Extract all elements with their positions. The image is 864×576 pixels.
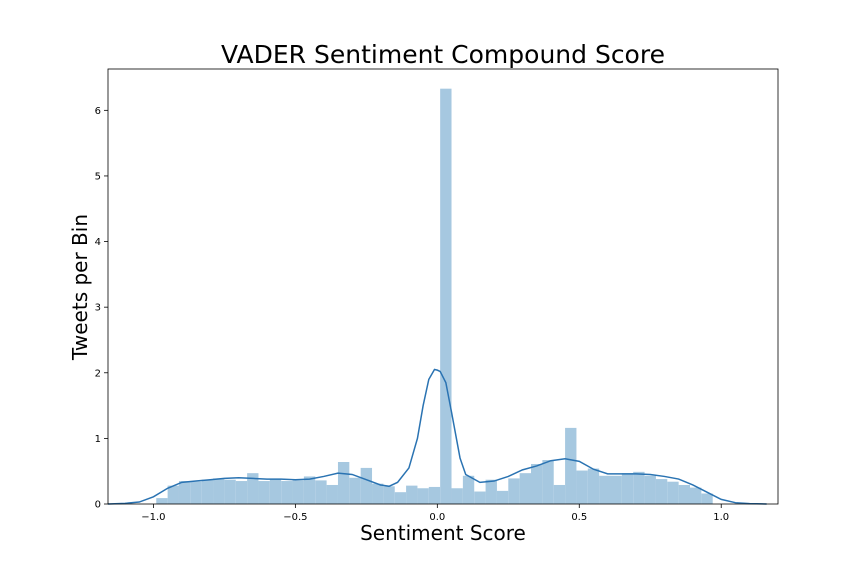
histogram-bar bbox=[190, 481, 202, 504]
histogram-bar bbox=[303, 476, 316, 504]
histogram-bar bbox=[417, 488, 429, 504]
y-axis-ticks: 0 1 2 3 4 5 6 bbox=[95, 106, 108, 511]
x-axis-label: Sentiment Score bbox=[360, 521, 526, 545]
y-tick-label: 2 bbox=[95, 368, 101, 379]
y-tick-label: 1 bbox=[95, 434, 101, 445]
x-tick-label: 0.0 bbox=[429, 512, 445, 523]
histogram-bar bbox=[213, 478, 225, 504]
kde-curve bbox=[107, 368, 767, 505]
y-tick-label: 4 bbox=[95, 237, 101, 248]
histogram-bar bbox=[167, 485, 179, 504]
histogram-bar bbox=[394, 492, 407, 504]
plot-frame bbox=[107, 68, 779, 505]
histogram-bar bbox=[621, 473, 634, 504]
histogram-bar bbox=[542, 460, 554, 504]
histogram-bar bbox=[156, 498, 168, 504]
histogram-bar bbox=[235, 481, 248, 504]
histogram-bar bbox=[383, 486, 395, 504]
x-tick-label: −0.5 bbox=[283, 512, 307, 523]
histogram-bar bbox=[655, 479, 668, 504]
histogram-bar bbox=[440, 88, 452, 505]
histogram-bar bbox=[644, 475, 656, 504]
y-tick-label: 6 bbox=[95, 106, 101, 117]
histogram-bar bbox=[462, 475, 475, 504]
x-tick-label: 0.5 bbox=[571, 512, 587, 523]
histogram-bar bbox=[474, 491, 486, 504]
y-tick-label: 0 bbox=[95, 500, 101, 511]
histogram-bar bbox=[599, 475, 611, 504]
histogram-bar bbox=[258, 481, 270, 504]
histogram-bar bbox=[531, 463, 543, 504]
histogram-bar bbox=[701, 493, 713, 504]
histogram-bar bbox=[496, 490, 509, 504]
histogram-bar bbox=[178, 481, 191, 504]
histogram-bar bbox=[349, 477, 361, 504]
histogram-bar bbox=[587, 468, 600, 504]
histogram-bar bbox=[281, 481, 293, 504]
histogram-bar bbox=[360, 467, 373, 504]
histogram-bar bbox=[428, 486, 441, 504]
histogram-bar bbox=[269, 479, 282, 504]
histogram-bars bbox=[156, 88, 713, 505]
histogram-bar bbox=[247, 473, 259, 504]
histogram-bar bbox=[689, 487, 702, 504]
histogram-bar bbox=[406, 485, 418, 504]
x-axis-ticks: −1.0 −0.5 0.0 0.5 1.0 bbox=[141, 504, 729, 523]
histogram-bar bbox=[633, 471, 645, 504]
histogram-bar bbox=[337, 462, 350, 504]
histogram-bar bbox=[315, 480, 327, 504]
x-tick-label: −1.0 bbox=[141, 512, 165, 523]
histogram-bar bbox=[485, 479, 497, 504]
histogram-bar bbox=[519, 473, 532, 504]
histogram-bar bbox=[292, 480, 304, 504]
histogram-bar bbox=[610, 475, 622, 504]
histogram-bar bbox=[667, 481, 679, 504]
histogram-bar bbox=[508, 478, 520, 504]
y-axis-label: Tweets per Bin bbox=[68, 214, 92, 361]
x-tick-label: 1.0 bbox=[713, 512, 729, 523]
histogram-bar bbox=[576, 470, 588, 504]
chart-title: VADER Sentiment Compound Score bbox=[221, 40, 665, 69]
histogram-bar bbox=[201, 479, 214, 504]
y-tick-label: 5 bbox=[95, 171, 101, 182]
y-tick-label: 3 bbox=[95, 303, 101, 314]
histogram-bar bbox=[451, 488, 463, 504]
histogram-bar bbox=[565, 427, 577, 504]
histogram-bar bbox=[372, 483, 384, 504]
histogram-bar bbox=[224, 479, 236, 504]
histogram-bar bbox=[326, 484, 338, 504]
histogram-bar bbox=[678, 484, 690, 504]
histogram-bar bbox=[553, 484, 566, 504]
